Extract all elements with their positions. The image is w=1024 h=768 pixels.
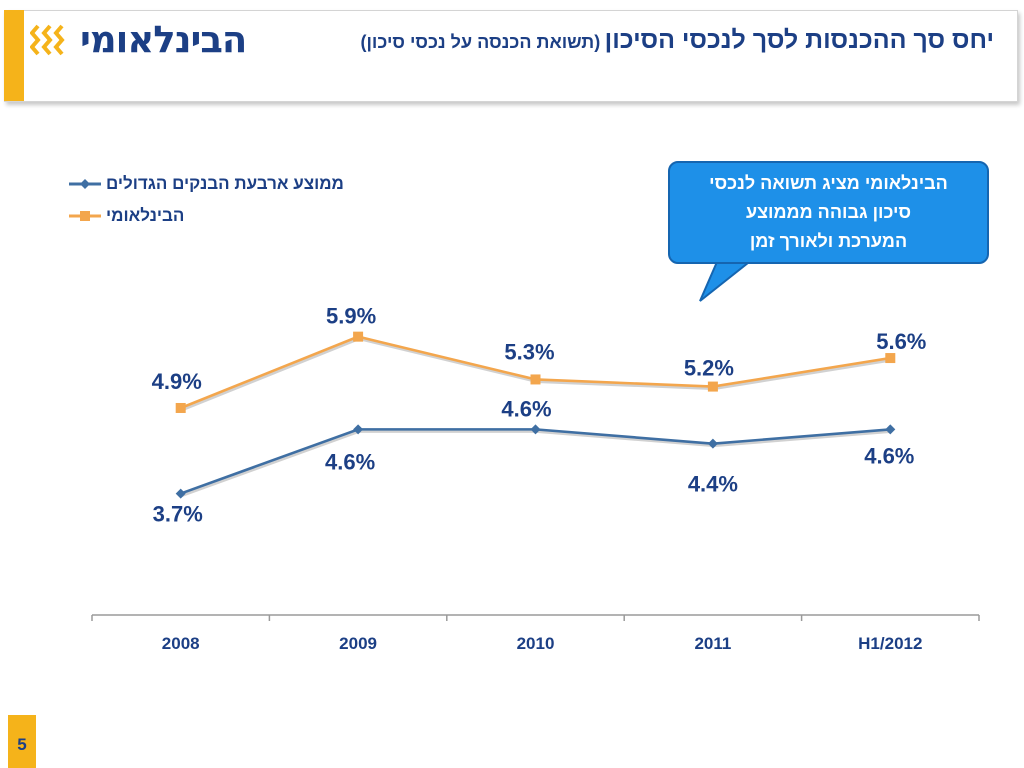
legend-item-beinleumi: הבינלאומי xyxy=(68,200,344,232)
data-point-diamond xyxy=(707,438,718,449)
data-label: 4.9% xyxy=(152,369,202,394)
page-number: 5 xyxy=(17,735,27,754)
slide-title: יחס סך ההכנסות לסך לנכסי הסיכון (תשואת ה… xyxy=(361,26,995,55)
data-label: 5.9% xyxy=(326,304,376,329)
chart-legend: ממוצע ארבעת הבנקים הגדולים הבינלאומי xyxy=(68,168,344,232)
data-point-diamond xyxy=(530,424,541,435)
header-accent-bar xyxy=(4,10,24,101)
x-tick-label: 2009 xyxy=(339,634,377,653)
data-point-square xyxy=(175,402,186,413)
data-label: 5.3% xyxy=(504,339,554,364)
data-point-square xyxy=(530,374,541,385)
legend-label-beinleumi: הבינלאומי xyxy=(106,206,185,225)
callout-line-2: סיכון גבוהה מממוצע xyxy=(745,202,912,222)
logo-text: הבינלאומי xyxy=(80,18,247,61)
x-tick-label: 2011 xyxy=(694,634,731,653)
data-point-diamond xyxy=(353,424,364,435)
header-panel xyxy=(4,10,1018,102)
page-number-box xyxy=(8,715,36,768)
data-label: 4.6% xyxy=(864,443,914,468)
data-label: 4.4% xyxy=(688,472,738,497)
x-tick-label: H1/2012 xyxy=(858,634,922,653)
data-label: 4.6% xyxy=(325,449,375,474)
x-tick-label: 2010 xyxy=(517,634,555,653)
slide-title-main: יחס סך ההכנסות לסך לנכסי הסיכון xyxy=(604,26,994,54)
data-point-diamond xyxy=(175,488,186,499)
data-label: 3.7% xyxy=(153,502,203,527)
legend-label-avg-four-banks: ממוצע ארבעת הבנקים הגדולים xyxy=(106,174,344,193)
legend-item-avg-four-banks: ממוצע ארבעת הבנקים הגדולים xyxy=(68,168,344,200)
callout-line-3: המערכת ולאורך זמן xyxy=(749,231,908,251)
series-line-shadow xyxy=(181,429,892,497)
data-point-square xyxy=(353,331,364,342)
x-tick-label: 2008 xyxy=(162,634,200,653)
slide-title-sub: (תשואת הכנסה על נכסי סיכון) xyxy=(360,32,601,52)
legend-diamond-line-icon xyxy=(69,179,101,189)
logo-chevrons-icon xyxy=(30,24,65,56)
series-line xyxy=(180,428,891,495)
data-point-square xyxy=(885,353,896,364)
callout-bubble: הבינלאומי מציג תשואה לנכסי סיכון גבוהה מ… xyxy=(668,161,989,264)
data-point-diamond xyxy=(885,424,896,435)
data-label: 5.6% xyxy=(876,329,926,354)
data-label: 4.6% xyxy=(501,396,551,421)
callout-line-1: הבינלאומי מציג תשואה לנכסי xyxy=(709,173,948,193)
data-point-square xyxy=(707,381,718,392)
callout-text: הבינלאומי מציג תשואה לנכסי סיכון גבוהה מ… xyxy=(701,169,956,256)
bank-logo: הבינלאומי xyxy=(30,16,280,64)
legend-square-line-icon xyxy=(69,211,101,221)
data-label: 5.2% xyxy=(684,356,734,381)
